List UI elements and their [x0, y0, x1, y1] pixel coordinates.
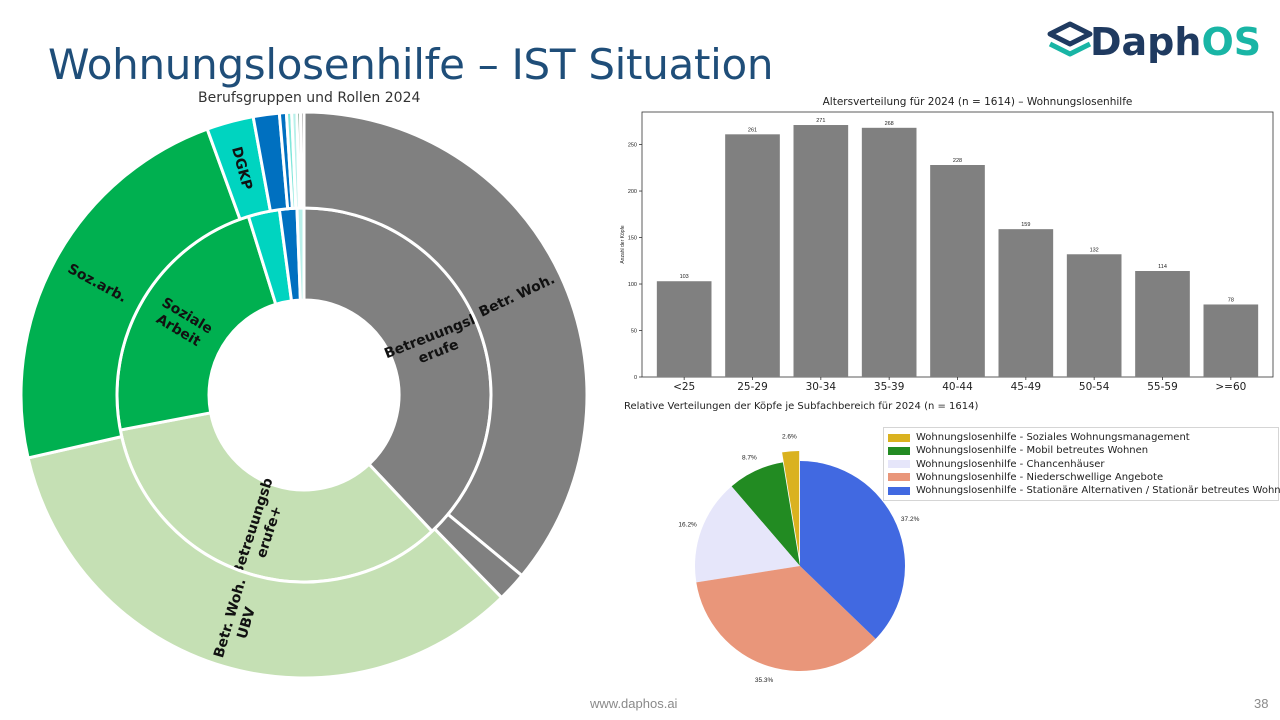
pie-chart: Relative Verteilungen der Köpfe je Subfa… [624, 401, 978, 684]
bar-value-label-4: 228 [953, 158, 962, 164]
pie-legend-swatch-1 [888, 446, 910, 455]
sunburst-outer-segment-10 [298, 110, 306, 210]
logo-text-left: Daph [1090, 20, 1202, 64]
bar-5 [998, 229, 1054, 377]
logo-wordmark: DaphOS [1090, 20, 1261, 64]
pie-legend-swatch-0 [888, 433, 910, 442]
pie-legend-swatch-4 [888, 486, 910, 495]
bar-y-axis-label: Anzahl der Köpfe [620, 225, 626, 264]
pie-legend-item-1: Wohnungslosenhilfe - Mobil betreutes Woh… [888, 444, 1148, 457]
pie-legend-label-1: Wohnungslosenhilfe - Mobil betreutes Woh… [916, 445, 1149, 457]
bar-8 [1203, 304, 1259, 377]
bar-x-tick-label-5: 45-49 [1011, 381, 1042, 393]
bar-y-tick-label-4: 200 [628, 189, 637, 195]
bar-chart-title: Altersverteilung für 2024 (n = 1614) – W… [823, 96, 1133, 108]
bar-x-tick-label-7: 55-59 [1147, 381, 1178, 393]
bar-chart: Altersverteilung für 2024 (n = 1614) – W… [620, 96, 1274, 393]
pie-slice-3 [696, 566, 876, 671]
pie-slice-2 [695, 486, 800, 583]
bar-0 [656, 281, 712, 377]
pie-legend-item-4: Wohnungslosenhilfe - Stationäre Alternat… [888, 484, 1280, 497]
bar-2 [793, 125, 849, 377]
pie-legend-label-0: Wohnungslosenhilfe - Soziales Wohnungsma… [916, 432, 1190, 443]
daphos-logo-icon [1047, 21, 1093, 57]
sunburst-outer-segment-0 [302, 110, 589, 578]
pie-slice-1 [731, 462, 800, 566]
page-number: 38 [1254, 696, 1269, 711]
bar-y-tick-label-0: 0 [634, 375, 637, 381]
bar-value-label-0: 103 [680, 274, 689, 280]
bar-x-tick-label-6: 50-54 [1079, 381, 1110, 393]
sunburst-chart: BetreuungsberufeBetreuungsberufe+Soziale… [19, 110, 589, 680]
slide-title: Wohnungslosenhilfe – IST Situation [48, 40, 774, 89]
bar-y-tick-label-3: 150 [628, 236, 637, 242]
pie-pct-label-4: 37.2% [901, 516, 920, 523]
pie-legend-label-3: Wohnungslosenhilfe - Niederschwellige An… [916, 471, 1164, 483]
bar-x-tick-label-3: 35-39 [874, 381, 905, 393]
bar-1 [725, 134, 780, 377]
pie-legend-item-0: Wohnungslosenhilfe - Soziales Wohnungsma… [888, 431, 1190, 444]
pie-pct-label-1: 8.7% [742, 455, 757, 462]
bar-chart-panel: Altersverteilung für 2024 (n = 1614) – W… [616, 92, 1280, 402]
bar-x-tick-label-4: 40-44 [942, 381, 973, 393]
bar-y-tick-label-2: 100 [628, 282, 637, 288]
pie-pct-label-2: 16.2% [678, 522, 697, 529]
logo-text-right: OS [1201, 20, 1262, 64]
bar-value-label-3: 268 [885, 121, 894, 127]
pie-pct-label-3: 35.3% [755, 677, 774, 684]
bar-value-label-5: 159 [1021, 222, 1030, 228]
pie-legend-item-3: Wohnungslosenhilfe - Niederschwellige An… [888, 471, 1163, 484]
bar-x-tick-label-0: <25 [673, 381, 695, 393]
bar-value-label-8: 78 [1228, 297, 1234, 303]
pie-legend-swatch-3 [888, 473, 910, 482]
pie-pct-label-0: 2.6% [782, 434, 797, 441]
bar-value-label-7: 114 [1158, 264, 1167, 270]
pie-legend-item-2: Wohnungslosenhilfe - Chancenhäuser [888, 458, 1105, 471]
bar-6 [1066, 254, 1122, 377]
bar-x-tick-label-1: 25-29 [737, 381, 768, 393]
sunburst-outer-segment-2 [26, 434, 504, 680]
pie-legend-label-4: Wohnungslosenhilfe - Stationäre Alternat… [916, 485, 1280, 497]
bar-4 [930, 165, 985, 377]
bar-y-tick-label-1: 50 [631, 329, 637, 335]
pie-legend: Wohnungslosenhilfe - Soziales Wohnungsma… [883, 427, 1280, 501]
bar-x-tick-label-8: >=60 [1215, 381, 1246, 393]
bar-value-label-2: 271 [816, 118, 825, 124]
footer-url: www.daphos.ai [590, 696, 678, 711]
sunburst-title: Berufsgruppen und Rollen 2024 [198, 90, 421, 106]
sunburst-outer-segment-3 [19, 127, 242, 460]
pie-slice-0 [782, 451, 800, 557]
bar-x-tick-label-2: 30-34 [806, 381, 837, 393]
bar-y-tick-label-5: 250 [628, 143, 637, 149]
pie-chart-title: Relative Verteilungen der Köpfe je Subfa… [624, 401, 978, 412]
bar-value-label-6: 132 [1090, 247, 1099, 253]
pie-legend-label-2: Wohnungslosenhilfe - Chancenhäuser [916, 458, 1105, 470]
bar-3 [861, 127, 917, 377]
bar-value-label-1: 261 [748, 127, 757, 133]
bar-7 [1135, 271, 1190, 377]
pie-legend-swatch-2 [888, 460, 910, 469]
pie-slice-4 [800, 461, 905, 639]
